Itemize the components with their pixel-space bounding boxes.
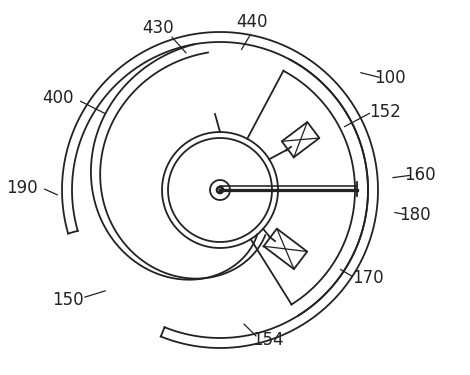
Text: 400: 400 [42, 89, 74, 107]
Text: 440: 440 [236, 13, 268, 31]
Text: 152: 152 [369, 103, 401, 121]
Text: 150: 150 [52, 291, 84, 309]
Text: 430: 430 [142, 19, 174, 37]
Text: 154: 154 [252, 331, 284, 349]
Text: 180: 180 [399, 206, 431, 224]
Text: 160: 160 [404, 166, 436, 184]
Text: 100: 100 [374, 69, 406, 87]
Text: 190: 190 [6, 179, 38, 197]
Text: 170: 170 [352, 269, 384, 287]
